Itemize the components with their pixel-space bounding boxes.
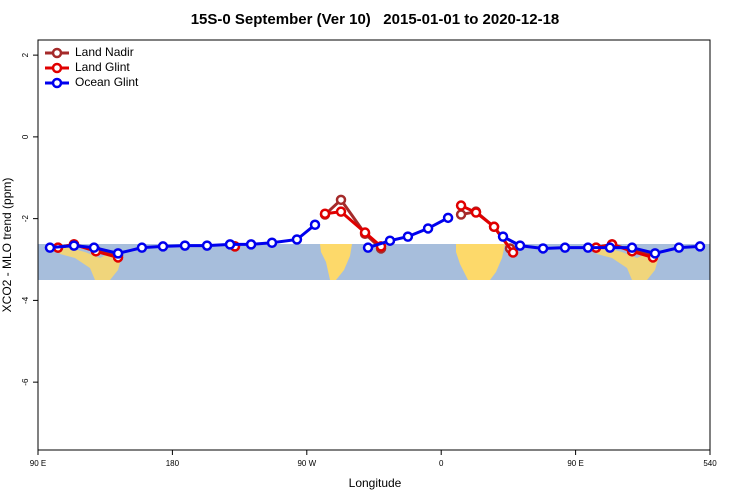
data-point — [359, 227, 371, 238]
chart-title: 15S-0 September (Ver 10) 2015-01-01 to 2… — [191, 11, 560, 28]
data-point — [470, 207, 482, 218]
data-point — [649, 248, 661, 259]
data-point — [442, 212, 454, 224]
data-point — [455, 209, 467, 220]
data-point — [455, 200, 467, 211]
y-tick-label: -6 — [21, 378, 30, 386]
x-tick-label: 0 — [439, 459, 444, 468]
data-point — [68, 240, 80, 251]
x-tick-label: 180 — [166, 459, 180, 468]
data-point — [88, 242, 100, 253]
data-point — [335, 194, 347, 206]
data-point — [224, 239, 236, 250]
data-point — [673, 242, 685, 253]
data-point — [112, 248, 124, 259]
legend-label: Land Glint — [75, 60, 130, 74]
y-tick-label: -2 — [21, 215, 30, 223]
y-tick-label: 0 — [21, 134, 30, 139]
data-point — [44, 242, 56, 253]
legend-marker — [51, 47, 63, 59]
data-point — [201, 240, 213, 251]
data-point — [157, 241, 169, 252]
data-point — [309, 219, 321, 231]
data-point — [537, 243, 549, 254]
x-tick-label: 90 W — [297, 459, 316, 468]
legend-label: Ocean Glint — [75, 75, 139, 89]
data-point — [319, 208, 331, 219]
x-tick-label: 540 — [703, 459, 717, 468]
legend-label: Land Nadir — [75, 45, 134, 59]
data-point — [384, 235, 396, 246]
data-point — [604, 242, 616, 253]
data-point — [514, 240, 526, 251]
data-point — [488, 221, 500, 233]
x-tick-label: 90 E — [567, 459, 583, 468]
y-tick-label: 2 — [21, 52, 30, 57]
data-point — [582, 242, 594, 253]
data-point — [507, 247, 519, 258]
data-point — [136, 242, 148, 253]
y-tick-label: -4 — [21, 296, 30, 304]
series-line — [324, 210, 383, 248]
series-line — [502, 235, 701, 255]
data-point — [245, 239, 257, 250]
data-point — [402, 231, 414, 242]
legend-marker — [51, 62, 63, 74]
data-point — [626, 242, 638, 253]
data-point — [291, 234, 303, 245]
data-point — [422, 223, 434, 234]
x-tick-label: 90 E — [30, 459, 46, 468]
series-line — [460, 210, 512, 250]
series-line — [324, 197, 383, 250]
data-point — [335, 206, 347, 217]
x-axis-label: Longitude — [349, 476, 402, 490]
legend-marker — [51, 77, 63, 89]
data-point — [266, 237, 278, 249]
data-point — [179, 240, 191, 251]
data-point — [559, 242, 571, 253]
data-point — [497, 231, 509, 242]
plot-frame — [37, 39, 711, 451]
data-point — [694, 241, 706, 252]
data-point — [362, 242, 374, 253]
y-axis-label: XCO2 - MLO trend (ppm) — [0, 178, 14, 313]
